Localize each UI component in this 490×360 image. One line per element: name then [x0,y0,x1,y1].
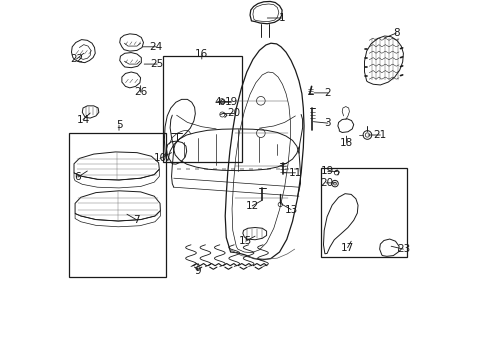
Polygon shape [204,168,208,170]
Text: 17: 17 [341,243,354,253]
Text: 20: 20 [320,178,333,188]
Text: 23: 23 [397,244,410,254]
Text: 9: 9 [194,266,201,276]
Polygon shape [258,168,262,170]
Text: 19: 19 [321,166,335,176]
Polygon shape [294,168,298,170]
Text: 3: 3 [324,118,331,128]
Text: 22: 22 [70,54,83,64]
Polygon shape [195,168,199,170]
Text: 24: 24 [149,42,162,52]
Polygon shape [213,168,217,170]
Polygon shape [285,168,289,170]
Text: 13: 13 [285,204,298,215]
Polygon shape [231,168,235,170]
Polygon shape [267,168,271,170]
Text: 8: 8 [393,28,399,38]
Polygon shape [186,168,190,170]
Text: 2: 2 [324,88,331,98]
Text: 14: 14 [76,114,90,125]
Text: 25: 25 [150,59,164,69]
Text: 7: 7 [133,215,140,225]
Text: 18: 18 [340,138,353,148]
Text: 19: 19 [225,97,238,107]
Text: 5: 5 [116,120,122,130]
Polygon shape [240,168,244,170]
Text: 4: 4 [214,96,221,107]
Text: 15: 15 [239,236,252,246]
Text: 12: 12 [245,201,259,211]
Text: 16: 16 [195,49,208,59]
Polygon shape [221,168,226,170]
Text: 6: 6 [74,172,81,182]
Text: 21: 21 [374,130,387,140]
Text: 1: 1 [278,13,285,23]
Text: 26: 26 [134,87,147,97]
Text: 20: 20 [228,108,241,118]
Polygon shape [176,168,181,170]
Polygon shape [248,168,253,170]
Text: 11: 11 [289,168,302,178]
Text: 10: 10 [153,153,167,163]
Polygon shape [275,168,280,170]
